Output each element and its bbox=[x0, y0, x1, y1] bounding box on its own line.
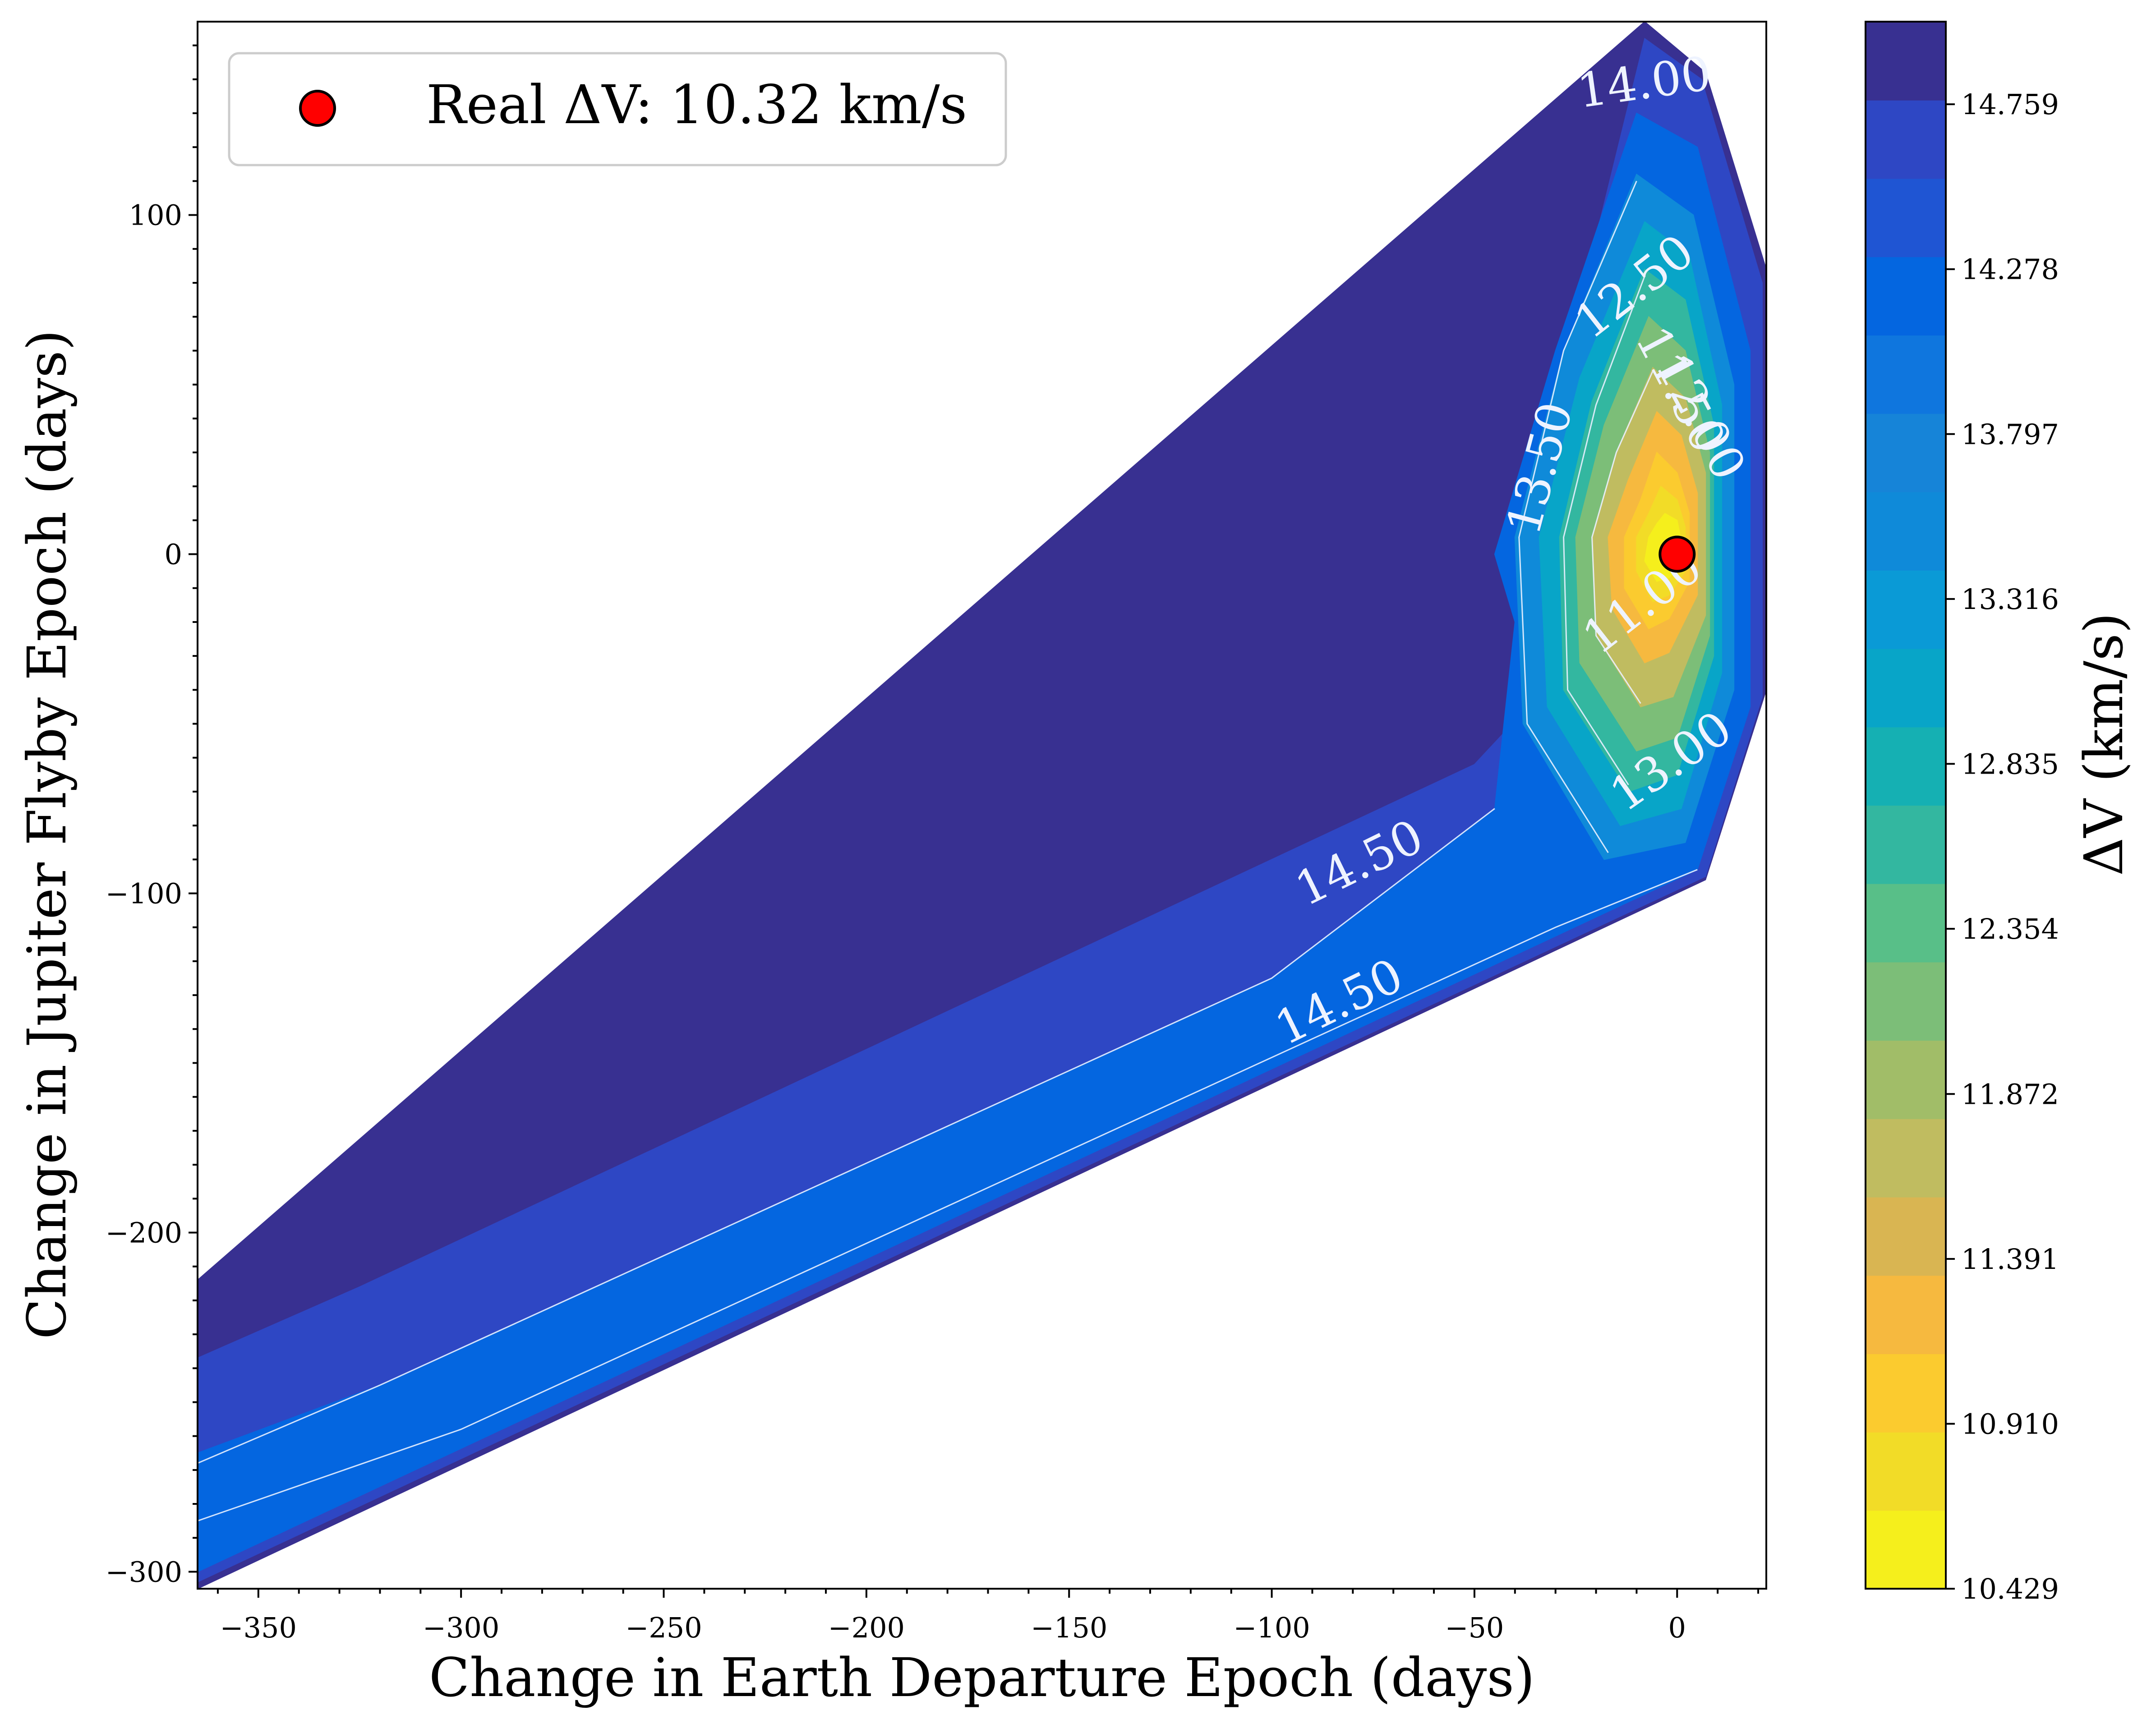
colorbar-tick-label: 13.316 bbox=[1961, 583, 2059, 616]
contour-line-1 bbox=[198, 869, 1698, 1522]
colorbar-frame bbox=[1865, 21, 1947, 1590]
x-tick-label: −200 bbox=[828, 1611, 905, 1644]
colorbar-tick-label: 10.910 bbox=[1961, 1407, 2059, 1440]
colorbar-band-10 bbox=[1866, 727, 1946, 806]
colorbar-tick-label: 10.429 bbox=[1961, 1572, 2059, 1605]
real-deltav-point bbox=[1658, 535, 1696, 573]
contour-line-layer bbox=[198, 180, 1698, 1522]
y-tick-label: −200 bbox=[106, 1216, 182, 1249]
y-tick-label: 0 bbox=[165, 538, 182, 571]
colorbar-ticks: 10.429 10.910 11.391 11.872 12.354 12.835 13.3… bbox=[1946, 88, 2059, 1605]
y-axis: −300 −200 −100 0 100 bbox=[106, 44, 198, 1588]
colorbar-tick-label: 11.872 bbox=[1961, 1078, 2059, 1111]
colorbar-tick-label: 12.835 bbox=[1961, 747, 2059, 780]
x-tick-label: −150 bbox=[1031, 1611, 1107, 1644]
colorbar-tick-label: 14.759 bbox=[1961, 88, 2059, 121]
x-axis-label: Change in Earth Departure Epoch (days) bbox=[429, 1646, 1535, 1709]
plot-frame bbox=[197, 21, 1767, 1590]
colorbar-band-3 bbox=[1866, 1275, 1946, 1354]
y-axis-label: Change in Jupiter Flyby Epoch (days) bbox=[16, 330, 78, 1339]
x-tick-label: −300 bbox=[423, 1611, 499, 1644]
legend: Real ΔV: 10.32 km/s bbox=[228, 52, 1007, 166]
colorbar-band-8 bbox=[1866, 883, 1946, 963]
y-tick-label: −100 bbox=[106, 877, 182, 910]
colorbar-band-18 bbox=[1866, 100, 1946, 179]
colorbar-band-6 bbox=[1866, 1040, 1946, 1119]
colorbar-band-2 bbox=[1866, 1353, 1946, 1433]
colorbar-band-1 bbox=[1866, 1432, 1946, 1511]
x-tick-label: −350 bbox=[220, 1611, 297, 1644]
y-tick-label: 100 bbox=[129, 199, 182, 232]
colorbar-band-9 bbox=[1866, 805, 1946, 884]
x-tick-label: −250 bbox=[625, 1611, 702, 1644]
colorbar-tick-label: 14.278 bbox=[1961, 253, 2059, 286]
x-tick-label: 0 bbox=[1668, 1611, 1686, 1644]
colorbar-band-4 bbox=[1866, 1197, 1946, 1276]
contour-line-2 bbox=[1518, 180, 1637, 853]
colorbar-band-15 bbox=[1866, 335, 1946, 414]
contour-line-0 bbox=[198, 808, 1495, 1464]
colorbar-band-17 bbox=[1866, 178, 1946, 258]
colorbar-label: ΔV (km/s) bbox=[2073, 613, 2135, 876]
legend-marker bbox=[299, 90, 336, 127]
colorbar-band-0 bbox=[1866, 1510, 1946, 1589]
colorbar-band-11 bbox=[1866, 648, 1946, 728]
colorbar-band-5 bbox=[1866, 1118, 1946, 1198]
legend-box bbox=[228, 52, 1007, 166]
colorbar-band-7 bbox=[1866, 962, 1946, 1041]
real-point-layer bbox=[1658, 535, 1696, 573]
colorbar-band-14 bbox=[1866, 413, 1946, 493]
colorbar-tick-label: 11.391 bbox=[1961, 1243, 2059, 1276]
colorbar-tick-label: 13.797 bbox=[1961, 418, 2059, 451]
legend-label: Real ΔV: 10.32 km/s bbox=[426, 74, 967, 136]
colorbar-band-19 bbox=[1866, 22, 1946, 101]
colorbar-band-12 bbox=[1866, 570, 1946, 649]
colorbar-band-16 bbox=[1866, 257, 1946, 336]
x-axis: −350 −300 −250 −200 −150 −100 −50 0 bbox=[217, 1589, 1760, 1644]
colorbar-bands bbox=[1866, 22, 1946, 1589]
colorbar-tick-label: 12.354 bbox=[1961, 913, 2059, 945]
contour-line-4 bbox=[1591, 370, 1654, 704]
x-tick-label: −50 bbox=[1445, 1611, 1504, 1644]
x-tick-label: −100 bbox=[1233, 1611, 1310, 1644]
contour-line-3 bbox=[1563, 276, 1645, 785]
colorbar-band-13 bbox=[1866, 492, 1946, 571]
colorbar: 10.429 10.910 11.391 11.872 12.354 12.835 13.3… bbox=[1865, 21, 2135, 1605]
y-tick-label: −300 bbox=[106, 1555, 182, 1588]
